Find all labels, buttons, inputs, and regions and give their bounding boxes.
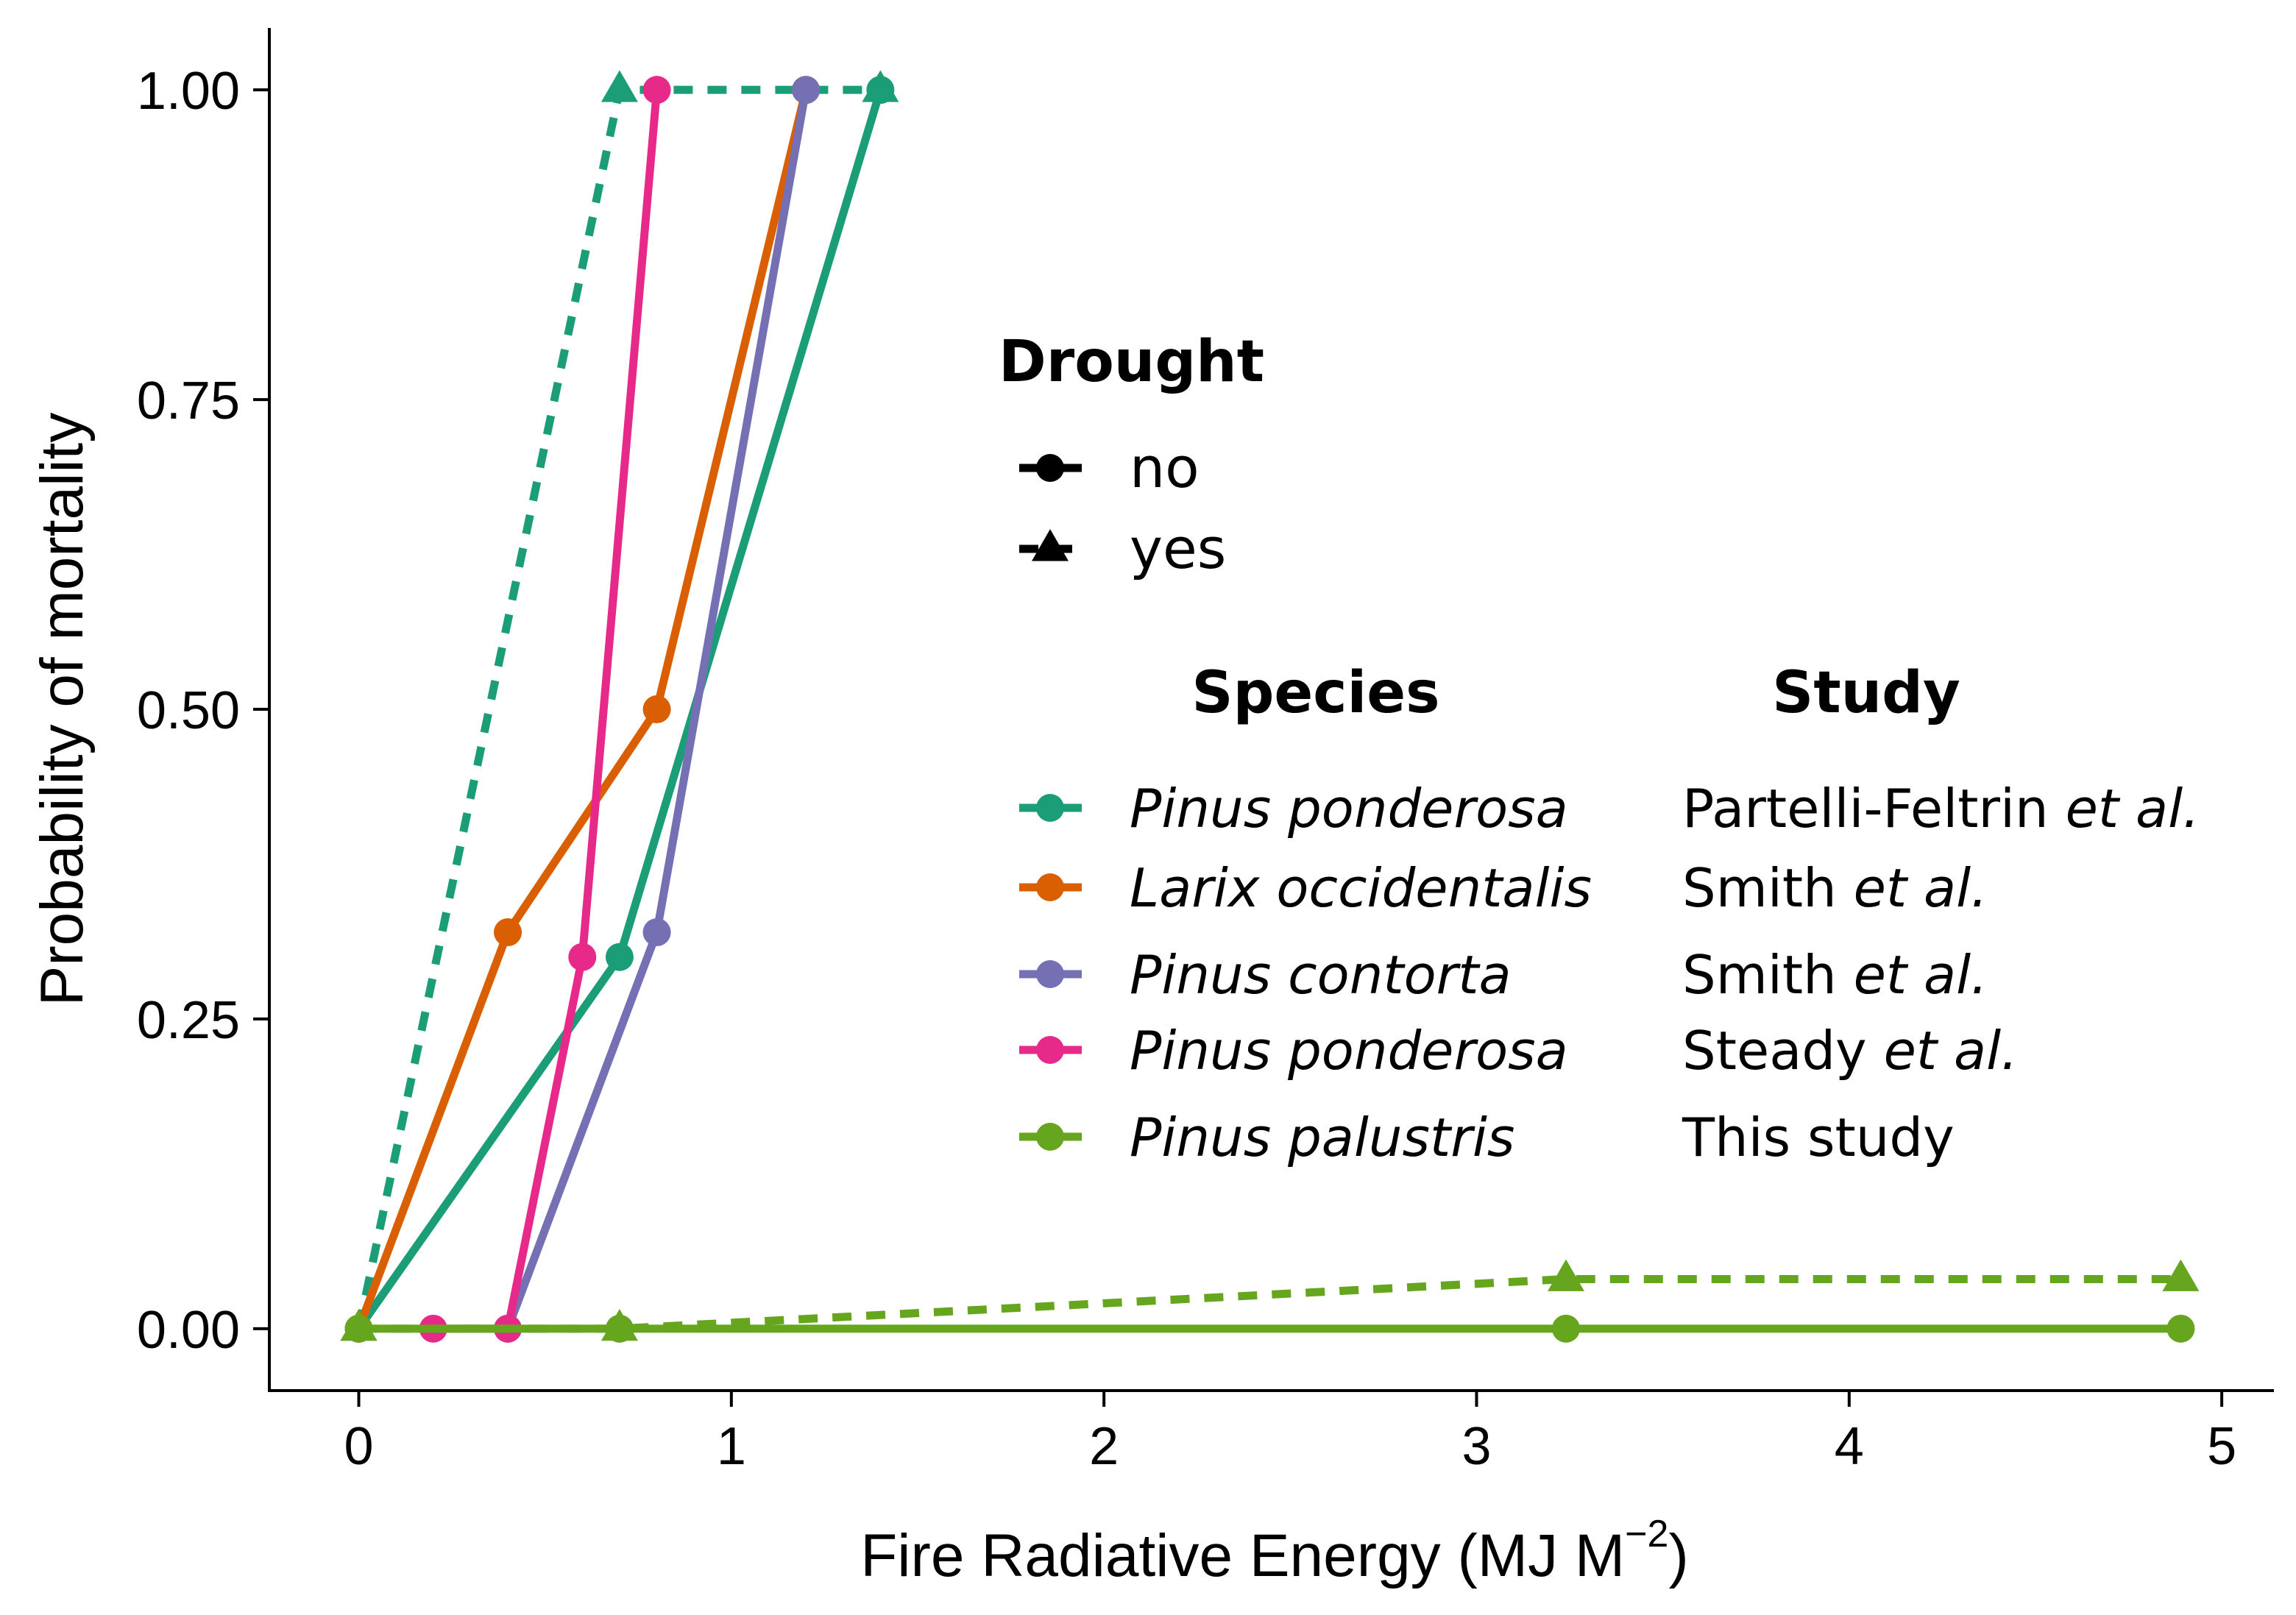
series-line [355, 88, 885, 1331]
data-point-circle [605, 1314, 634, 1343]
y-tick-label: 0.75 [137, 372, 240, 430]
data-point-triangle [862, 70, 899, 102]
legend-drought-key-yes [1019, 529, 1082, 561]
ticks: 0 1 2 3 4 5 0.00 0.25 0.50 0.75 1.00 [137, 62, 2236, 1476]
y-tick-label: 0.50 [137, 681, 240, 740]
legend-study-header: Study [1772, 660, 1960, 726]
legend-key-circle [1036, 1123, 1064, 1151]
legend-species-name: Pinus palustris [1130, 1107, 1514, 1168]
legend-study-main: Steady [1682, 1020, 1884, 1082]
x-tick-label: 0 [344, 1417, 373, 1476]
legend-drought-label: no [1130, 435, 1200, 500]
data-point-circle [2166, 1314, 2195, 1343]
data-point-circle [642, 918, 671, 947]
y-tick-label: 0.25 [137, 991, 240, 1050]
data-point-circle [792, 76, 821, 104]
legend-key-entry-1 [1019, 873, 1082, 901]
legend-species-header: Species [1191, 660, 1439, 726]
legend-study-italic: et al. [1854, 857, 1988, 919]
x-axis-label-close: ) [1668, 1522, 1688, 1589]
legend-key-circle [1036, 873, 1064, 901]
legend-species-name: Pinus ponderosa [1130, 778, 1568, 840]
legend-key-entry-2 [1019, 960, 1082, 988]
legend-study-italic: et al. [2066, 778, 2200, 840]
legend-study-name: Smith et al. [1682, 944, 1988, 1006]
legend-drought-label: yes [1130, 516, 1226, 581]
legend-drought-title: Drought [999, 329, 1264, 395]
x-tick-label: 4 [1835, 1417, 1864, 1476]
x-tick-label: 3 [1461, 1417, 1491, 1476]
series-line [358, 1274, 2181, 1333]
y-tick-label: 1.00 [137, 62, 240, 121]
series-line [433, 89, 662, 1333]
x-tick-label: 5 [2207, 1417, 2236, 1476]
series [340, 70, 2200, 1343]
series-line [355, 85, 881, 1330]
data-point-circle [568, 943, 597, 971]
legend-drought-key-no [1019, 454, 1082, 482]
legend-study-name: Smith et al. [1682, 857, 1988, 919]
series-6 [344, 1314, 2195, 1343]
data-point-circle [605, 943, 634, 971]
x-axis-label-superscript: −2 [1625, 1513, 1668, 1555]
data-point-circle [494, 918, 522, 947]
data-point-circle [642, 695, 671, 723]
x-axis-label: Fire Radiative Energy (MJ M−2) [860, 1513, 1689, 1589]
legend-key-entry-4 [1019, 1123, 1082, 1151]
y-tick-label: 0.00 [137, 1301, 240, 1360]
legend-key-triangle [1032, 529, 1069, 561]
data-point-circle [1551, 1314, 1580, 1343]
legend-study-italic: et al. [1854, 944, 1988, 1006]
legend-study-main: Smith [1682, 944, 1854, 1006]
legend-study-name: Steady et al. [1682, 1020, 2018, 1082]
legend-study-name: Partelli-Feltrin et al. [1682, 778, 2200, 840]
legend-key-entry-0 [1019, 794, 1082, 822]
series-4 [419, 76, 671, 1343]
legend-study-italic: et al. [1884, 1020, 2018, 1082]
data-point-triangle [2162, 1259, 2200, 1291]
legend-species-name: Pinus ponderosa [1130, 1020, 1568, 1082]
series-line [355, 88, 810, 1330]
x-tick-label: 2 [1089, 1417, 1119, 1476]
x-axis-label-main: Fire Radiative Energy (MJ M [860, 1522, 1625, 1589]
legend: Drought no yes Species Study Pinus ponderosa P… [999, 329, 2200, 1168]
legend-study-main: Partelli-Feltrin [1682, 778, 2066, 840]
legend-study-name: This study [1682, 1107, 1955, 1168]
legend-study-main: This study [1682, 1107, 1955, 1168]
legend-species-name: Pinus contorta [1130, 944, 1512, 1006]
y-axis-label: Probability of mortality [29, 413, 96, 1007]
legend-key-circle [1036, 960, 1064, 988]
data-point-triangle [1547, 1259, 1584, 1291]
legend-key-circle [1036, 454, 1064, 482]
data-point-circle [642, 76, 671, 104]
legend-species-name: Larix occidentalis [1130, 857, 1592, 919]
legend-study-main: Smith [1682, 857, 1854, 919]
data-point-circle [344, 1314, 373, 1343]
data-point-triangle [600, 70, 638, 102]
x-tick-label: 1 [717, 1417, 746, 1476]
legend-key-entry-3 [1019, 1036, 1082, 1064]
legend-key-circle [1036, 794, 1064, 822]
legend-key-circle [1036, 1036, 1064, 1064]
